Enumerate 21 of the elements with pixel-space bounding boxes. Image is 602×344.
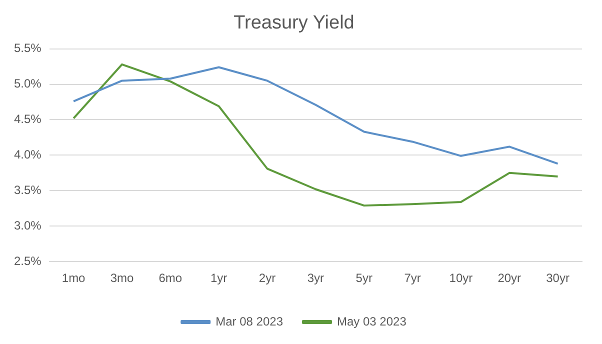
y-tick-label: 5.5% bbox=[14, 41, 42, 56]
x-tick-label: 3yr bbox=[307, 271, 324, 286]
y-tick-label: 4.5% bbox=[14, 112, 42, 126]
x-tick-label: 10yr bbox=[449, 271, 473, 286]
x-tick-label: 3mo bbox=[110, 271, 134, 286]
x-tick-label: 7yr bbox=[404, 271, 421, 286]
x-tick-label: 2yr bbox=[258, 271, 276, 286]
x-tick-label: 30yr bbox=[546, 271, 570, 286]
x-tick-label: 6mo bbox=[158, 271, 182, 286]
y-tick-label: 3.0% bbox=[14, 218, 42, 232]
y-tick-label: 5.0% bbox=[14, 76, 42, 91]
y-tick-label: 2.5% bbox=[14, 254, 42, 268]
x-tick-label: 1mo bbox=[62, 271, 86, 286]
x-tick-label: 5yr bbox=[356, 271, 372, 286]
legend-label: Mar 08 2023 bbox=[216, 314, 284, 328]
x-tick-label: 20yr bbox=[498, 271, 522, 286]
y-tick-label: 4.0% bbox=[14, 148, 42, 162]
y-tick-label: 3.5% bbox=[14, 182, 42, 197]
legend-label: May 03 2023 bbox=[337, 314, 407, 328]
x-tick-label: 1yr bbox=[210, 271, 228, 286]
chart-title: Treasury Yield bbox=[234, 12, 354, 34]
